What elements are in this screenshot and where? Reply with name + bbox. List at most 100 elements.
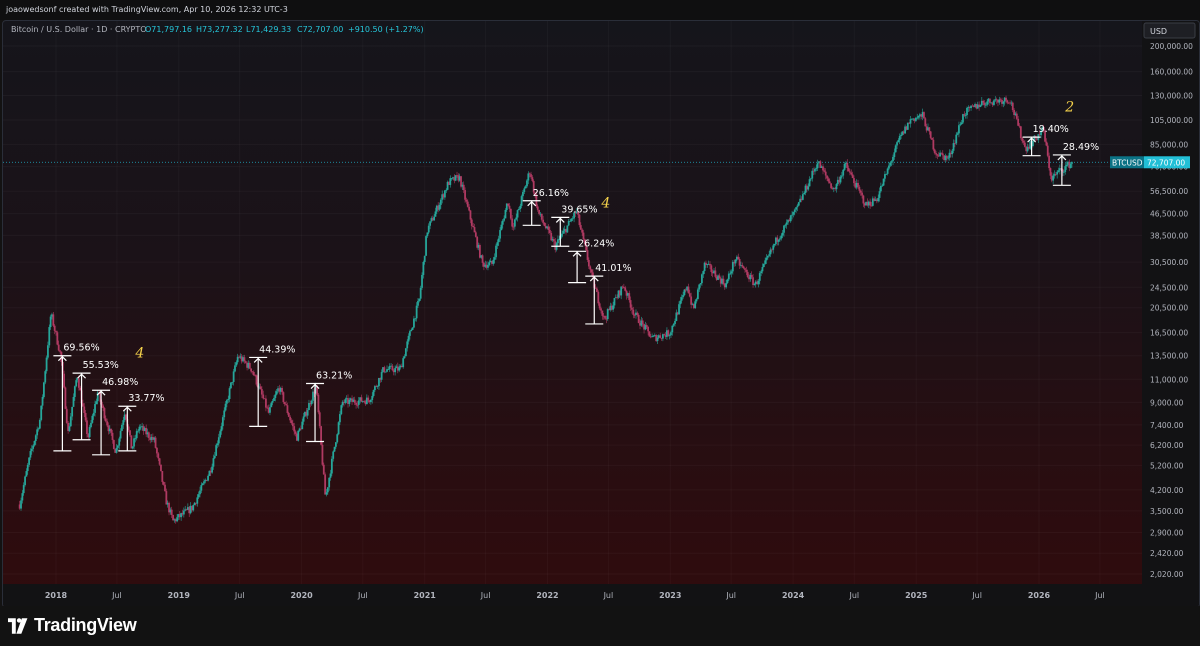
candle-body [707,263,710,265]
candle-body [762,263,765,268]
candle-body [426,232,429,237]
candle-body [372,390,375,396]
marker-arrowhead [253,357,263,363]
candle-body [344,399,347,403]
price-chart[interactable]: 69.56% 55.53% 46.98% 33.77% 44.39% 63.21% 26.1… [3,21,1199,607]
candle-body [64,387,67,409]
candle-body [423,255,426,262]
candle-body [827,178,830,182]
candle-body [596,288,598,293]
candle-body [636,312,639,315]
marker-arrowhead [527,200,537,207]
candle-body [900,134,902,137]
y-tick-label: 200,000.00 [1150,42,1193,51]
currency-button-bg[interactable] [1143,22,1196,39]
candle-body [234,365,236,372]
candle-body [119,430,122,439]
candle-body [897,139,900,143]
candle-body [780,235,783,239]
candle-body [905,126,908,130]
x-tick-label: Jul [848,591,859,600]
candle-body [100,401,103,406]
candle-body [742,266,745,269]
candle-body [356,404,359,406]
marker-arrowhead [122,406,132,412]
candle-body [1058,168,1061,171]
candle-body [55,330,57,333]
candle-body [988,98,991,103]
drawdown-marker: 46.98% [92,377,138,456]
candle-body [676,312,679,315]
candle-body [204,479,207,482]
candle-body [715,276,718,280]
candle-body [466,201,469,207]
candle-body [443,190,446,198]
candle-body [653,335,656,336]
candle-body [690,296,693,305]
candle-body [561,233,563,237]
candle-body [723,283,726,288]
candle-body [378,377,380,387]
candle-body [114,449,117,453]
candle-body [53,325,56,331]
price-axis[interactable]: 2,020.00 2,420.00 2,900.00 3,500.00 4,200.00… [1142,21,1199,607]
candle-body [509,208,512,219]
candle-body [91,415,94,423]
candle-body [265,398,267,408]
candle-body [962,114,964,123]
candle-body [583,239,586,245]
candle-body [927,127,929,131]
candle-body [538,209,540,214]
legend-close: C72,707.00 [297,25,343,34]
candle-body [59,350,61,352]
candle-body [796,205,799,208]
candle-body [960,122,963,125]
candle-body [383,367,386,372]
candle-body [929,131,932,138]
candle-body [201,483,204,486]
candle-body [1023,142,1026,147]
candle-body [437,205,440,210]
candle-body [189,505,192,514]
x-tick-label: 2022 [536,591,558,600]
candle-body [259,386,262,390]
candle-body [540,213,543,220]
candle-body [857,182,859,187]
drawdown-annotations[interactable]: 69.56% 55.53% 46.98% 33.77% 44.39% 63.21% 26.1… [53,100,1099,456]
candle-body [539,213,542,215]
candle-body [622,287,625,288]
candle-body [984,104,987,106]
candle-body [325,492,328,495]
candle-body [1065,164,1068,167]
candle-body [294,431,297,434]
candle-body [56,332,59,345]
candle-body [472,225,475,228]
x-tick-label: Jul [480,591,491,600]
candle-body [748,276,750,280]
time-axis[interactable]: 2018 Jul 2019 Jul 2020 Jul 2021 Jul 2022 Jul 2023 J… [3,584,1199,607]
candle-body [84,412,87,421]
currency-button[interactable]: USD [1143,22,1196,39]
price-tag-symbol-bg [1110,156,1144,169]
candle-body [460,176,462,187]
candle-body [752,277,754,286]
candle-body [474,232,477,237]
candle-body [139,426,142,428]
candle-body [235,362,238,366]
candle-body [244,361,247,363]
candle-body [28,457,30,465]
candle-body [953,143,956,144]
candle-body [37,428,40,430]
candle-body [1038,134,1041,136]
candle-body [409,331,411,336]
candle-body [629,300,632,308]
chart-frame[interactable]: 69.56% 55.53% 46.98% 33.77% 44.39% 63.21% 26.1… [2,20,1200,608]
candle-body [398,367,401,371]
candle-body [470,219,473,226]
candle-body [200,485,203,491]
candle-body [411,327,414,330]
candle-body [457,175,460,181]
candle-body [355,402,357,405]
candle-body [29,451,32,458]
candle-body [238,356,240,358]
